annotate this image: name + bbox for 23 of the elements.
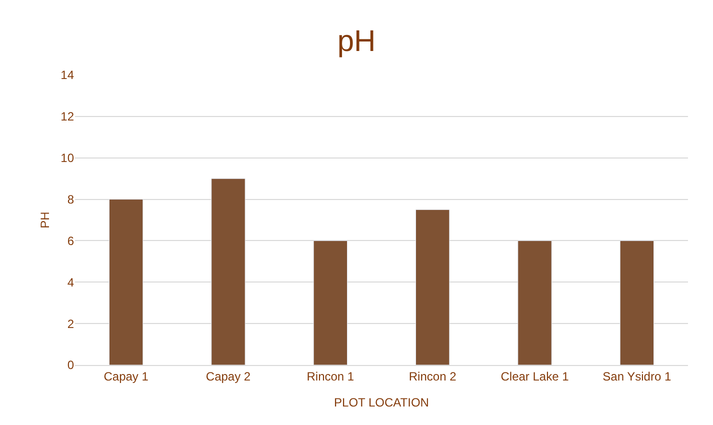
y-axis-title: PH [38, 212, 52, 228]
bar [415, 209, 450, 365]
bar [211, 178, 246, 365]
x-tick-label: Rincon 2 [408, 369, 457, 384]
y-tick-label: 10 [60, 151, 74, 166]
y-tick-label: 6 [67, 234, 74, 248]
y-tick-label: 4 [67, 275, 74, 290]
bar [108, 199, 144, 365]
y-tick-label: 14 [60, 68, 74, 82]
y-tick-label: 2 [67, 316, 74, 331]
x-axis-title: PLOT LOCATION [334, 395, 429, 410]
x-tick-label: Clear Lake 1 [500, 369, 570, 384]
y-tick-label: 8 [67, 192, 74, 206]
bar [313, 240, 348, 365]
x-tick-label: Capay 2 [206, 369, 251, 384]
bar [620, 240, 654, 365]
x-tick-label: Rincon 1 [306, 369, 354, 384]
y-tick-label: 0 [67, 358, 74, 372]
x-tick-label: San Ysidro 1 [602, 369, 672, 384]
chart-title: pH [337, 24, 376, 58]
y-tick-label: 12 [60, 110, 74, 124]
x-tick-label: Capay 1 [104, 369, 149, 384]
bar [518, 240, 552, 365]
